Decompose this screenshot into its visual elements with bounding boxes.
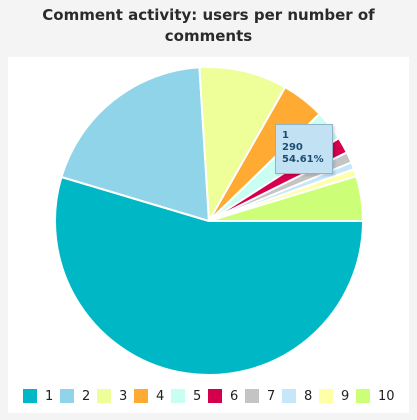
legend-swatch-10 (356, 389, 370, 403)
legend-item-2[interactable]: 2 (60, 384, 90, 408)
legend-label-1: 1 (45, 388, 54, 404)
legend-swatch-1 (23, 389, 37, 403)
legend-label-6: 6 (230, 388, 239, 404)
pie-slice-2[interactable] (60, 66, 210, 222)
legend-label-4: 4 (156, 388, 165, 404)
legend-swatch-7 (245, 389, 259, 403)
legend-label-3: 3 (119, 388, 128, 404)
legend-label-2: 2 (82, 388, 91, 404)
chart-title: Comment activity: users per number of co… (0, 5, 417, 47)
legend-item-6[interactable]: 6 (208, 384, 238, 408)
pie-slice-3[interactable] (198, 66, 287, 222)
legend-swatch-9 (319, 389, 333, 403)
pie-slice-1[interactable] (54, 175, 364, 377)
slice-tooltip: 1 290 54.61% (275, 124, 333, 174)
legend-swatch-6 (208, 389, 222, 403)
tooltip-value: 290 (282, 142, 303, 153)
chart-title-line-2: comments (164, 27, 253, 45)
legend-item-1[interactable]: 1 (23, 384, 53, 408)
legend-item-8[interactable]: 8 (282, 384, 312, 408)
chart-title-line-1: Comment activity: users per number of (42, 6, 375, 24)
legend-swatch-3 (97, 389, 111, 403)
tooltip-percent: 54.61% (282, 154, 324, 165)
legend-swatch-4 (134, 389, 148, 403)
legend-item-7[interactable]: 7 (245, 384, 275, 408)
legend-item-5[interactable]: 5 (171, 384, 201, 408)
legend-item-9[interactable]: 9 (319, 384, 349, 408)
tooltip-category: 1 (282, 130, 289, 141)
legend-item-4[interactable]: 4 (134, 384, 164, 408)
legend-label-9: 9 (341, 388, 350, 404)
legend-label-10: 10 (378, 388, 395, 404)
legend-swatch-8 (282, 389, 296, 403)
legend-swatch-5 (171, 389, 185, 403)
chart-legend: 1 2 3 4 5 6 7 8 9 10 (0, 384, 417, 408)
legend-swatch-2 (60, 389, 74, 403)
legend-label-8: 8 (304, 388, 313, 404)
legend-item-10[interactable]: 10 (356, 384, 395, 408)
pie-slice-10[interactable] (208, 175, 364, 222)
legend-label-7: 7 (267, 388, 276, 404)
legend-label-5: 5 (193, 388, 202, 404)
legend-item-3[interactable]: 3 (97, 384, 127, 408)
